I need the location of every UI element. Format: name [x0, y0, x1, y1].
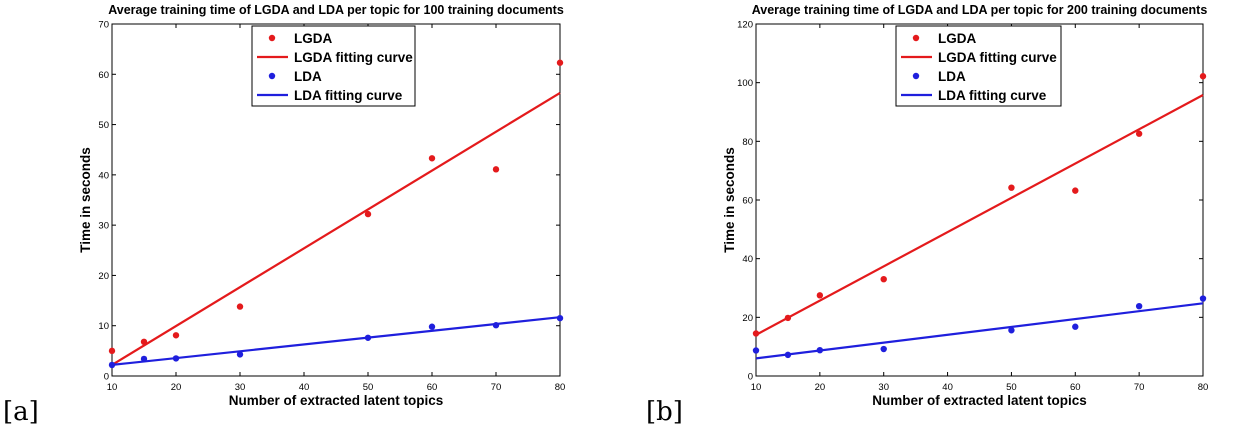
data-point-2 — [492, 322, 500, 329]
y-tick-label: 20 — [98, 271, 109, 282]
data-point-0 — [108, 347, 116, 355]
series-line-1 — [755, 94, 1204, 336]
series-line-3 — [755, 302, 1204, 360]
data-point-2 — [556, 314, 564, 322]
x-tick-label: 70 — [1134, 382, 1145, 393]
y-tick-label: 60 — [98, 70, 109, 81]
x-tick-label: 40 — [299, 382, 310, 393]
x-tick-label: 30 — [235, 382, 246, 393]
data-point-0 — [1199, 73, 1207, 80]
data-point-0 — [236, 303, 244, 310]
data-point-2 — [1199, 295, 1207, 302]
y-tick-label: 40 — [742, 254, 753, 265]
legend-label: LDA — [938, 69, 966, 84]
x-tick-label: 50 — [1006, 382, 1017, 393]
legend-label: LDA fitting curve — [294, 88, 403, 103]
y-tick-label: 120 — [737, 20, 753, 31]
legend-marker — [268, 34, 276, 42]
data-point-0 — [1135, 130, 1143, 137]
x-tick-label: 10 — [751, 382, 762, 393]
data-point-2 — [816, 346, 824, 354]
y-tick-label: 0 — [104, 372, 109, 383]
data-point-0 — [172, 332, 180, 339]
x-tick-label: 80 — [555, 382, 566, 393]
y-tick-label: 10 — [98, 321, 109, 332]
legend-label: LGDA fitting curve — [938, 50, 1057, 65]
data-point-0 — [364, 210, 372, 218]
x-axis-label: Number of extracted latent topics — [229, 393, 444, 408]
legend-box — [895, 25, 1062, 107]
y-tick-label: 20 — [742, 313, 753, 324]
series-line-3 — [111, 316, 561, 366]
data-point-0 — [428, 155, 436, 162]
chart-title: Average training time of LGDA and LDA pe… — [752, 3, 1208, 17]
data-point-0 — [492, 166, 500, 173]
chart-b: Average training time of LGDA and LDA pe… — [722, 3, 1208, 408]
series-line-1 — [111, 91, 561, 366]
legend-box — [251, 25, 416, 107]
legend-marker — [912, 72, 920, 80]
data-point-2 — [364, 334, 372, 341]
x-tick-label: 70 — [491, 382, 502, 393]
y-tick-label: 60 — [742, 196, 753, 207]
x-tick-label: 60 — [1070, 382, 1081, 393]
x-tick-label: 10 — [107, 382, 118, 393]
legend-label: LGDA — [294, 31, 332, 46]
legend-label: LGDA fitting curve — [294, 50, 413, 65]
data-point-0 — [880, 276, 887, 283]
y-tick-label: 50 — [98, 120, 109, 131]
data-point-2 — [172, 355, 180, 362]
legend-label: LDA fitting curve — [938, 88, 1047, 103]
data-point-0 — [752, 330, 760, 337]
data-point-2 — [140, 355, 148, 363]
y-axis-label: Time in seconds — [78, 147, 93, 253]
data-point-0 — [1072, 187, 1079, 194]
data-point-2 — [1008, 327, 1015, 334]
data-point-2 — [880, 345, 887, 353]
y-tick-label: 30 — [98, 221, 109, 232]
data-point-2 — [1072, 323, 1079, 330]
data-point-2 — [108, 361, 116, 369]
data-point-0 — [140, 338, 148, 346]
x-tick-label: 30 — [878, 382, 889, 393]
legend-marker — [268, 72, 276, 80]
chart-title: Average training time of LGDA and LDA pe… — [108, 3, 564, 17]
y-tick-label: 0 — [748, 372, 753, 383]
x-tick-label: 20 — [171, 382, 182, 393]
data-point-0 — [784, 314, 792, 322]
panel-tag-a: [a] — [3, 397, 39, 427]
legend-label: LGDA — [938, 31, 976, 46]
x-axis-label: Number of extracted latent topics — [872, 393, 1087, 408]
x-tick-label: 40 — [942, 382, 953, 393]
x-tick-label: 20 — [815, 382, 826, 393]
y-tick-label: 100 — [737, 78, 753, 89]
data-point-0 — [1008, 184, 1015, 191]
legend-marker — [912, 34, 920, 42]
x-tick-label: 80 — [1198, 382, 1209, 393]
data-point-2 — [1135, 302, 1143, 310]
data-point-2 — [428, 323, 436, 330]
y-tick-label: 70 — [98, 20, 109, 31]
y-axis-label: Time in seconds — [722, 147, 737, 253]
legend-label: LDA — [294, 69, 322, 84]
data-point-0 — [556, 59, 564, 66]
chart-a: Average training time of LGDA and LDA pe… — [78, 3, 565, 408]
x-tick-label: 60 — [427, 382, 438, 393]
panel-tag-b: [b] — [646, 397, 683, 427]
y-tick-label: 80 — [742, 137, 753, 148]
x-tick-label: 50 — [363, 382, 374, 393]
data-point-2 — [752, 347, 760, 354]
data-point-0 — [816, 292, 824, 299]
y-tick-label: 40 — [98, 170, 109, 181]
data-point-2 — [784, 351, 792, 359]
data-point-2 — [236, 351, 244, 358]
